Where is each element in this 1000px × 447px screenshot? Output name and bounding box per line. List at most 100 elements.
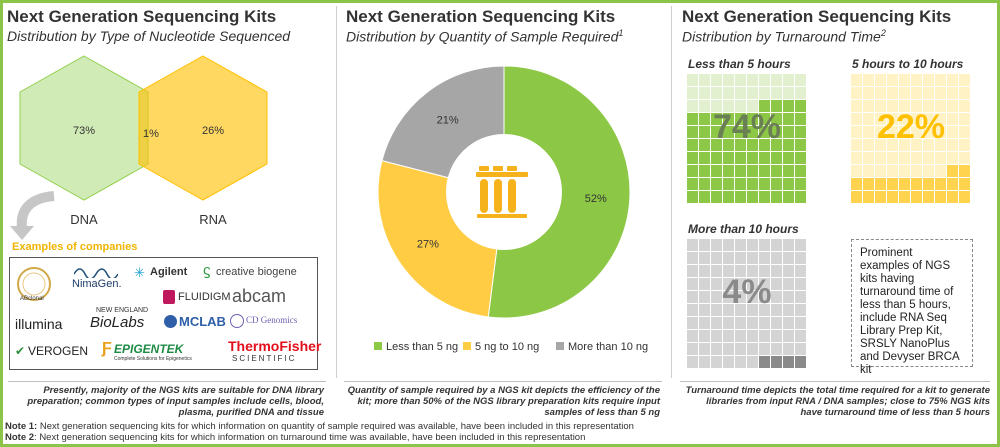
waffle-cell (759, 278, 770, 290)
waffle-cell (711, 165, 722, 177)
waffle-cell (735, 152, 746, 164)
waffle-cell (875, 113, 886, 125)
waffle-cell (735, 343, 746, 355)
waffle-cell (795, 252, 806, 264)
waffle-cell (959, 113, 970, 125)
waffle-cell (947, 126, 958, 138)
waffle-cell (795, 343, 806, 355)
cd-genomics-icon (230, 314, 244, 328)
divider (680, 381, 990, 382)
waffle-cell (735, 87, 746, 99)
waffle-cell (887, 87, 898, 99)
waffle-cell (735, 74, 746, 86)
waffle-cell (935, 87, 946, 99)
waffle-cell (887, 191, 898, 203)
waffle-cell (795, 100, 806, 112)
waffle-cell (759, 165, 770, 177)
waffle-cell (723, 87, 734, 99)
waffle-cell (723, 343, 734, 355)
waffle-cell (899, 100, 910, 112)
waffle-cell (935, 178, 946, 190)
waffle-cell (687, 291, 698, 303)
donut-slice-label: 21% (437, 114, 459, 126)
waffle-cell (923, 87, 934, 99)
waffle-cell (875, 74, 886, 86)
panel2-caption: Quantity of sample required by a NGS kit… (347, 385, 660, 418)
divider (671, 6, 672, 378)
waffle-cell (783, 191, 794, 203)
waffle-cell (795, 265, 806, 277)
waffle-cell (923, 152, 934, 164)
waffle-cell (759, 265, 770, 277)
waffle-cell (747, 317, 758, 329)
legend-swatch (556, 342, 564, 350)
waffle-cell (723, 126, 734, 138)
waffle-cell (735, 317, 746, 329)
waffle-cell (935, 191, 946, 203)
waffle-cell (851, 100, 862, 112)
waffle-cell (711, 139, 722, 151)
waffle-cell (863, 74, 874, 86)
waffle-cell (887, 74, 898, 86)
panel2-title: Next Generation Sequencing Kits (346, 7, 616, 26)
waffle-cell (735, 330, 746, 342)
waffle-cell (699, 74, 710, 86)
logo-epigentek: EPIGENTEK (114, 342, 184, 356)
waffle-cell (771, 278, 782, 290)
waffle-cell (747, 178, 758, 190)
waffle-cell (735, 278, 746, 290)
waffle-cell (863, 100, 874, 112)
waffle-cell (699, 165, 710, 177)
waffle-cell (887, 113, 898, 125)
waffle-cell (759, 113, 770, 125)
waffle-cell (711, 343, 722, 355)
waffle-cell (747, 330, 758, 342)
waffle-cell (887, 100, 898, 112)
waffle-cell (759, 291, 770, 303)
waffle-cell (747, 87, 758, 99)
waffle-cell (923, 126, 934, 138)
logo-cd-genomics: CD Genomics (246, 315, 298, 325)
verogen-icon: ✔ (15, 344, 26, 358)
waffle-cell (711, 191, 722, 203)
waffle-cell (851, 191, 862, 203)
waffle-cell (771, 126, 782, 138)
waffle-cell (783, 356, 794, 368)
waffle-cell (687, 113, 698, 125)
agilent-spark-icon: ✳ (134, 265, 145, 280)
waffle-cell (783, 87, 794, 99)
waffle-cell (759, 304, 770, 316)
waffle-cell (723, 165, 734, 177)
waffle-cell (795, 191, 806, 203)
waffle-cell (687, 317, 698, 329)
waffle-cell (699, 139, 710, 151)
donut-slice-label: 27% (417, 239, 439, 251)
waffle-cell (711, 252, 722, 264)
waffle-cell (735, 178, 746, 190)
waffle-cell (759, 343, 770, 355)
waffle-cell (959, 139, 970, 151)
nimagen-mark-icon (74, 268, 118, 278)
logo-epigentek-tagline: Complete Solutions for Epigenetics (114, 356, 192, 362)
waffle-cell (899, 191, 910, 203)
waffle-cell (783, 252, 794, 264)
waffle-cell (935, 139, 946, 151)
waffle-cell (911, 139, 922, 151)
waffle-cell (723, 152, 734, 164)
panel1-title: Next Generation Sequencing Kits (7, 7, 277, 26)
waffle-cell (735, 165, 746, 177)
waffle-grid-less-than-5-hours: 74% (687, 74, 807, 204)
waffle-cell (687, 356, 698, 368)
waffle-cell (899, 165, 910, 177)
waffle-cell (687, 152, 698, 164)
waffle-cell (911, 74, 922, 86)
venn-value-overlap: 1% (143, 128, 159, 140)
waffle-cell (795, 126, 806, 138)
waffle-cell (795, 330, 806, 342)
waffle-cell (935, 126, 946, 138)
logo-abcam: abcam (232, 286, 287, 306)
waffle-cell (711, 126, 722, 138)
waffle-cell (899, 113, 910, 125)
waffle-cell (711, 291, 722, 303)
waffle-cell (759, 87, 770, 99)
